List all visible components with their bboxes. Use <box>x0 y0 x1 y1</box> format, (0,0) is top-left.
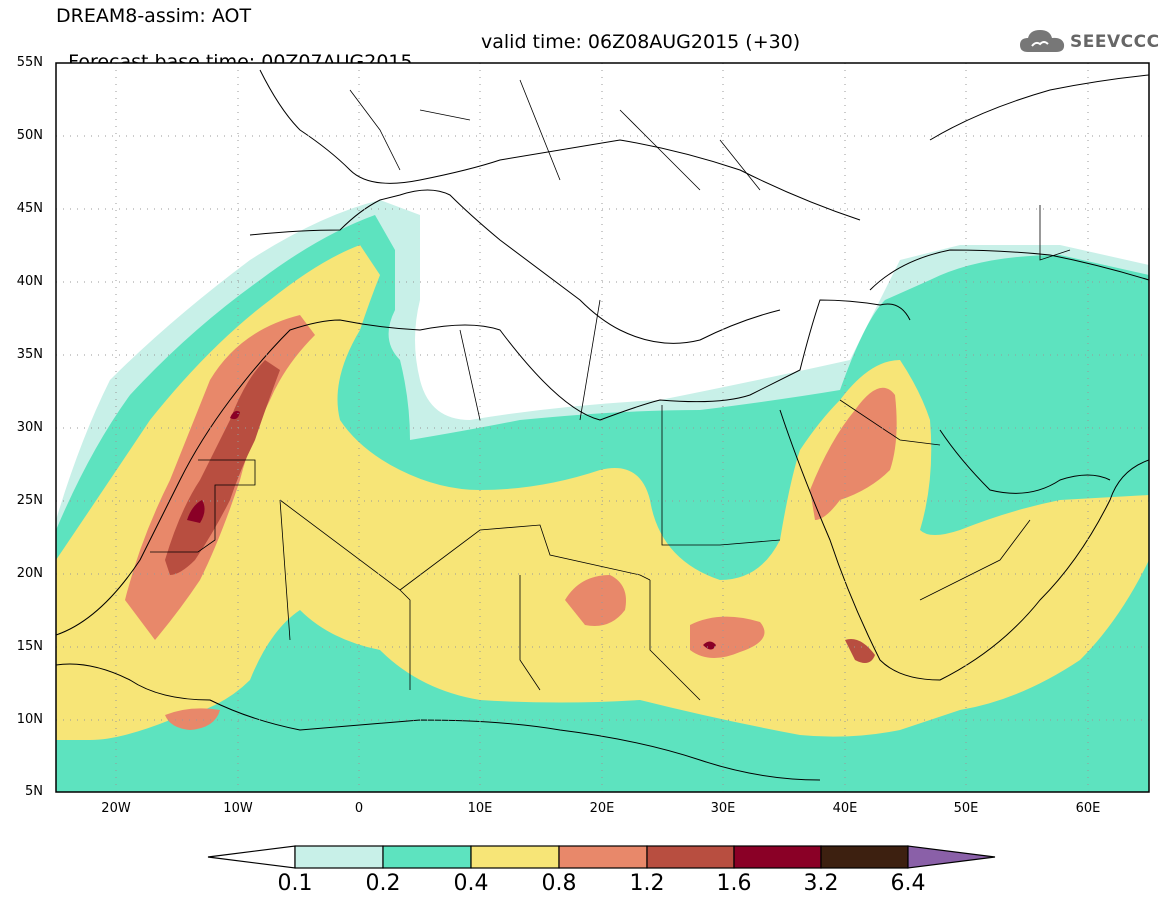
lat-label-10N: 10N <box>16 712 43 727</box>
lat-label-25N: 25N <box>16 493 43 508</box>
seevccc-logo: SEEVCCC <box>1018 26 1160 56</box>
aot-band-1.6 <box>187 500 205 523</box>
country-borders <box>150 79 1071 701</box>
aot-blob-0.8-a <box>565 575 626 626</box>
lat-label-55N: 55N <box>16 55 43 70</box>
colorbar-label-0.1: 0.1 <box>277 871 313 896</box>
aot-blob-1.6-a <box>230 410 240 420</box>
coastlines <box>56 69 1149 781</box>
lon-label-30E: 30E <box>710 801 736 816</box>
lat-label-45N: 45N <box>16 201 43 216</box>
logo-text: SEEVCCC <box>1070 32 1160 52</box>
aot-band-0.4 <box>56 245 1149 740</box>
lat-label-30N: 30N <box>16 420 43 435</box>
colorbar-label-0.8: 0.8 <box>541 871 577 896</box>
lat-label-50N: 50N <box>16 128 43 143</box>
lon-label-0: 0 <box>354 801 364 816</box>
colorbar-label-0.2: 0.2 <box>365 871 401 896</box>
lat-label-20N: 20N <box>16 566 43 581</box>
lon-label-20E: 20E <box>589 801 615 816</box>
lon-label-60E: 60E <box>1075 801 1101 816</box>
lat-label-40N: 40N <box>16 274 43 289</box>
lon-label-40E: 40E <box>832 801 858 816</box>
lat-label-15N: 15N <box>16 639 43 654</box>
colorbar-label-0.4: 0.4 <box>453 871 489 896</box>
lon-label-20W: 20W <box>101 801 131 816</box>
map-title: DREAM8-assim: AOT <box>56 5 252 27</box>
map-frame <box>55 62 1150 793</box>
colorbar-label-1.2: 1.2 <box>629 871 665 896</box>
colorbar-label-1.6: 1.6 <box>716 871 752 896</box>
aot-blob-0.8-c <box>810 387 897 520</box>
colorbar-label-6.4: 6.4 <box>890 871 926 896</box>
lat-label-35N: 35N <box>16 347 43 362</box>
aot-blob-1.6-b <box>703 641 716 650</box>
colorbar-label-3.2: 3.2 <box>803 871 839 896</box>
graticule <box>56 63 1149 792</box>
aot-blob-1.2-a <box>845 639 875 664</box>
valid-time-label: valid time: 06Z08AUG2015 (+30) <box>481 31 801 53</box>
cloud-icon <box>1020 30 1065 52</box>
lon-label-10W: 10W <box>223 801 253 816</box>
aot-blob-0.8-d <box>165 708 220 730</box>
lon-label-50E: 50E <box>953 801 979 816</box>
aot-field <box>56 200 1149 792</box>
lat-label-5N: 5N <box>25 784 43 799</box>
lon-label-10E: 10E <box>467 801 493 816</box>
